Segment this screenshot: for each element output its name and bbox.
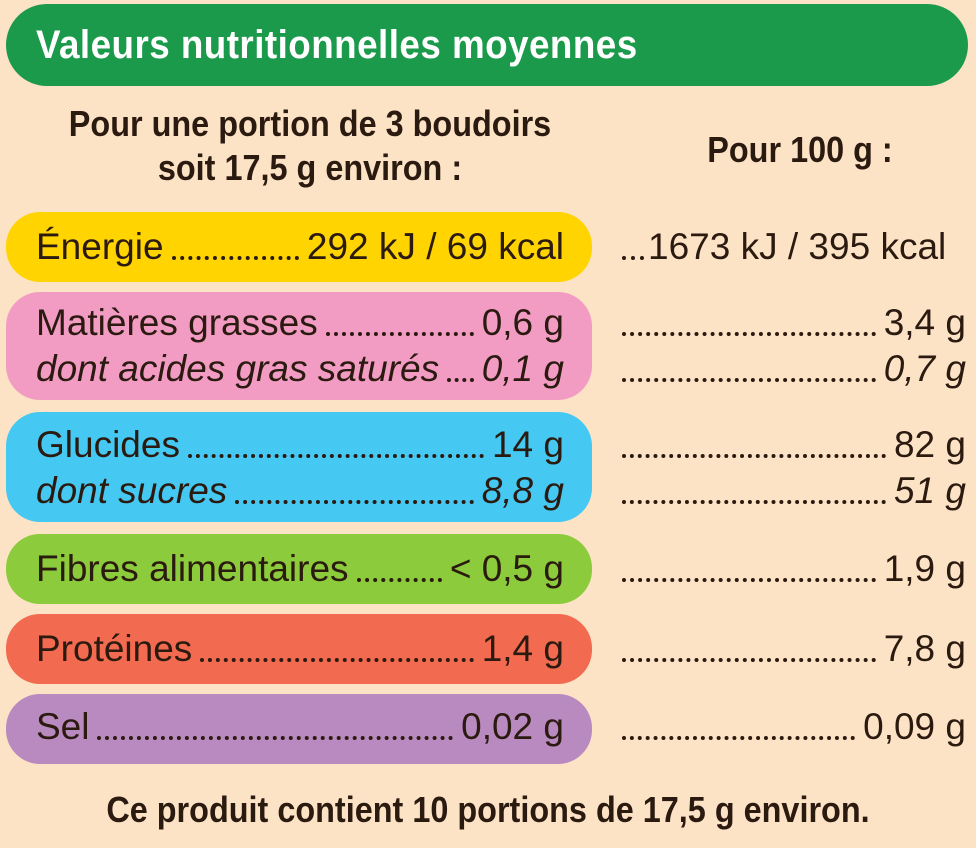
- portion-column-header: Pour une portion de 3 boudoirs soit 17,5…: [40, 102, 580, 190]
- protein-portion-value: 1,4 g: [481, 628, 564, 669]
- energy-line: Énergie 292 kJ / 69 kcal: [36, 224, 564, 270]
- fat-row: Matières grasses 0,6 g dont acides gras …: [6, 292, 592, 400]
- energy-per100: 1673 kJ / 395 kcal: [622, 224, 966, 270]
- carbs-label: Glucides: [36, 424, 180, 465]
- fat-per100: 3,4 g 0,7 g: [622, 300, 966, 392]
- saturates-per100-value: 0,7 g: [883, 348, 966, 389]
- carbs-portion-value: 14 g: [491, 424, 564, 465]
- dot-leader: [187, 454, 484, 458]
- energy-label: Énergie: [36, 226, 164, 267]
- dot-leader: [622, 578, 876, 582]
- protein-per100: 7,8 g: [622, 626, 966, 672]
- carbs-per100-value: 82 g: [893, 424, 966, 465]
- fat-label: Matières grasses: [36, 302, 318, 343]
- protein-row: Protéines 1,4 g: [6, 614, 592, 684]
- dot-leader: [171, 256, 299, 260]
- fibre-per100: 1,9 g: [622, 546, 966, 592]
- dot-leader: [447, 378, 474, 382]
- dot-leader: [622, 736, 856, 740]
- fibre-per100-value: 1,9 g: [883, 548, 966, 589]
- protein-per100-value: 7,8 g: [883, 628, 966, 669]
- salt-label: Sel: [36, 706, 90, 747]
- per100-column-header: Pour 100 g :: [707, 129, 893, 170]
- carbs-row: Glucides 14 g dont sucres 8,8 g: [6, 412, 592, 522]
- protein-line: Protéines 1,4 g: [36, 626, 564, 672]
- fat-per100-value: 3,4 g: [883, 302, 966, 343]
- fibre-line: Fibres alimentaires < 0,5 g: [36, 546, 564, 592]
- fibre-label: Fibres alimentaires: [36, 548, 349, 589]
- salt-per100-value: 0,09 g: [863, 706, 966, 747]
- portion-header-line1: Pour une portion de 3 boudoirs: [68, 103, 552, 144]
- sugars-per100-value: 51 g: [893, 470, 966, 511]
- portion-header-line2: soit 17,5 g environ :: [157, 147, 463, 188]
- dot-leader: [622, 378, 876, 382]
- dot-leader: [325, 332, 474, 336]
- fat-line: Matières grasses 0,6 g: [36, 300, 564, 346]
- sugars-portion-value: 8,8 g: [481, 470, 564, 511]
- energy-portion-value: 292 kJ / 69 kcal: [306, 226, 564, 267]
- energy-per100-value: 1673 kJ / 395 kcal: [648, 226, 947, 267]
- salt-row: Sel 0,02 g: [6, 694, 592, 764]
- dot-leader: [622, 454, 886, 458]
- saturates-portion-value: 0,1 g: [481, 348, 564, 389]
- saturates-line: dont acides gras saturés 0,1 g: [36, 346, 564, 392]
- energy-row: Énergie 292 kJ / 69 kcal: [6, 212, 592, 282]
- dot-leader: [622, 256, 644, 260]
- dot-leader: [622, 658, 876, 662]
- portions-footnote: Ce produit contient 10 portions de 17,5 …: [106, 789, 870, 830]
- salt-portion-value: 0,02 g: [461, 706, 564, 747]
- salt-per100: 0,09 g: [622, 704, 966, 750]
- dot-leader: [200, 658, 474, 662]
- sugars-line: dont sucres 8,8 g: [36, 468, 564, 514]
- dot-leader: [356, 578, 442, 582]
- saturates-label: dont acides gras saturés: [36, 348, 440, 389]
- fibre-portion-value: < 0,5 g: [449, 548, 564, 589]
- dot-leader: [622, 500, 886, 504]
- sugars-label: dont sucres: [36, 470, 228, 511]
- dot-leader: [97, 736, 454, 740]
- dot-leader: [235, 500, 474, 504]
- page-title: Valeurs nutritionnelles moyennes: [36, 22, 638, 67]
- fibre-row: Fibres alimentaires < 0,5 g: [6, 534, 592, 604]
- carbs-per100: 82 g 51 g: [622, 422, 966, 514]
- dot-leader: [622, 332, 876, 336]
- protein-label: Protéines: [36, 628, 193, 669]
- title-banner: Valeurs nutritionnelles moyennes: [6, 4, 968, 86]
- salt-line: Sel 0,02 g: [36, 704, 564, 750]
- fat-portion-value: 0,6 g: [481, 302, 564, 343]
- carbs-line: Glucides 14 g: [36, 422, 564, 468]
